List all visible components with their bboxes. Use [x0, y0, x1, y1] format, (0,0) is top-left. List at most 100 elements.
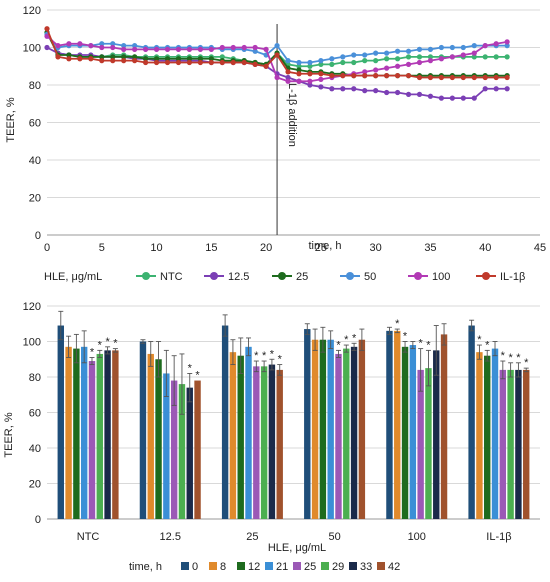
chart2-y-tick-label: 100: [23, 337, 41, 349]
chart2-y-tick-label: 60: [29, 408, 41, 420]
chart2-legend-label: 25: [304, 561, 316, 573]
chart2-category-label: 12.5: [160, 531, 181, 543]
chart2-significance-marker: *: [419, 338, 424, 350]
chart2-bar: [73, 348, 80, 519]
chart1-data-point: [318, 76, 324, 82]
chart1-data-point: [416, 54, 423, 60]
chart1-data-point: [329, 73, 335, 79]
chart1-data-point: [55, 54, 61, 60]
chart1-data-point: [164, 46, 171, 52]
chart1-data-point: [132, 46, 138, 52]
chart2-category-label: 50: [328, 531, 340, 543]
chart1-data-point: [175, 56, 182, 62]
chart1-data-point: [340, 86, 346, 92]
chart1-data-point: [460, 74, 466, 81]
chart1-x-tick-label: 5: [99, 242, 105, 254]
chart1-data-point: [340, 54, 346, 60]
chart1-legend-label: 100: [432, 271, 450, 283]
chart1-data-point: [438, 95, 444, 101]
chart2-legend-label: 42: [388, 561, 400, 573]
chart2-bar: [484, 355, 491, 519]
chart1-data-point: [143, 56, 149, 62]
chart1-data-point: [384, 56, 390, 62]
chart1-data-point: [318, 84, 324, 90]
chart1-data-point: [329, 56, 335, 62]
chart2-bar: [350, 346, 358, 519]
chart1-data-point: [153, 46, 160, 52]
chart1-data-point: [186, 59, 193, 66]
chart2-y-tick-label: 20: [29, 479, 41, 491]
chart2-legend-swatch: [349, 562, 357, 570]
chart1-data-point: [351, 86, 357, 92]
chart2-bar: [401, 346, 409, 519]
chart1-data-point: [471, 43, 477, 49]
chart1-data-point: [493, 86, 499, 92]
chart1-legend-marker: [142, 272, 150, 280]
chart1-data-point: [471, 50, 477, 56]
chart2-category-label: 100: [408, 531, 426, 543]
chart2-bar: [170, 380, 178, 519]
chart1-data-point: [471, 74, 477, 81]
chart1-data-point: [362, 73, 368, 79]
chart1-data-point: [416, 74, 423, 81]
chart2-bar: [80, 346, 88, 519]
chart1-data-point: [373, 50, 379, 56]
chart1-data-point: [296, 59, 302, 66]
chart1-data-point: [88, 56, 94, 62]
chart1-data-point: [296, 71, 302, 77]
chart2-significance-marker: *: [352, 332, 357, 344]
chart1-data-point: [504, 43, 510, 49]
chart1-axes: 0 20 40 60 80 100 120 0 5 10 15 20 25 30 35 40 45: [23, 5, 546, 254]
chart1-data-point: [44, 44, 50, 51]
chart2-legend-item: 25: [293, 561, 316, 573]
chart2-y-tick-label: 40: [29, 443, 41, 455]
chart2-bar: [358, 339, 366, 519]
teer-line-chart: 0 20 40 60 80 100 120 0 5 10 15 20 25 30 35 40 45 IL-1β …: [5, 5, 546, 283]
chart1-data-point: [405, 48, 412, 54]
chart2-significance-marker: *: [336, 339, 341, 351]
chart1-legend-label: NTC: [160, 271, 183, 283]
chart2-bar: [433, 350, 440, 519]
chart2-legend-swatch: [181, 562, 189, 570]
chart1-data-point: [307, 71, 313, 77]
chart1-data-point: [143, 46, 149, 52]
chart1-data-point: [252, 48, 258, 54]
chart1-y-tick-label: 120: [23, 5, 41, 17]
chart1-data-point: [394, 63, 401, 69]
chart1-data-point: [307, 59, 313, 66]
chart1-data-point: [121, 54, 127, 60]
chart2-legend-label: 12: [248, 561, 260, 573]
chart1-legend-item: 12.5: [204, 271, 249, 283]
chart1-data-point: [438, 74, 444, 81]
chart1-data-point: [394, 56, 401, 62]
chart1-data-point: [66, 56, 72, 62]
chart1-data-point: [351, 59, 357, 66]
chart1-data-point: [296, 78, 302, 84]
chart1-data-point: [493, 54, 499, 60]
chart2-bar: [276, 369, 283, 519]
chart1-data-point: [416, 91, 423, 97]
chart1-data-point: [263, 63, 269, 69]
chart1-data-point: [285, 69, 291, 75]
chart1-data-point: [460, 95, 466, 101]
chart1-legend-item: 25: [272, 271, 308, 283]
chart2-bar: [194, 380, 201, 519]
chart1-data-point: [110, 54, 116, 60]
chart2-gridlines: [47, 305, 540, 520]
chart1-legend-item: IL-1β: [476, 271, 525, 283]
chart1-data-point: [427, 93, 434, 99]
chart2-bar: [163, 373, 170, 519]
chart1-data-point: [493, 41, 499, 47]
chart2-category-label: IL-1β: [486, 531, 511, 543]
chart1-data-point: [405, 73, 412, 79]
chart1-y-tick-label: 60: [29, 118, 41, 130]
chart1-gridlines: [47, 9, 540, 236]
chart1-data-point: [132, 58, 138, 64]
chart2-bar: [260, 366, 268, 519]
chart2-category-label: NTC: [77, 531, 100, 543]
chart1-x-tick-label: 0: [44, 242, 50, 254]
chart2-bar: [245, 346, 252, 519]
chart1-data-point: [241, 44, 247, 51]
chart2-y-tick-label: 0: [35, 514, 41, 526]
chart2-significance-marker: *: [270, 348, 275, 360]
